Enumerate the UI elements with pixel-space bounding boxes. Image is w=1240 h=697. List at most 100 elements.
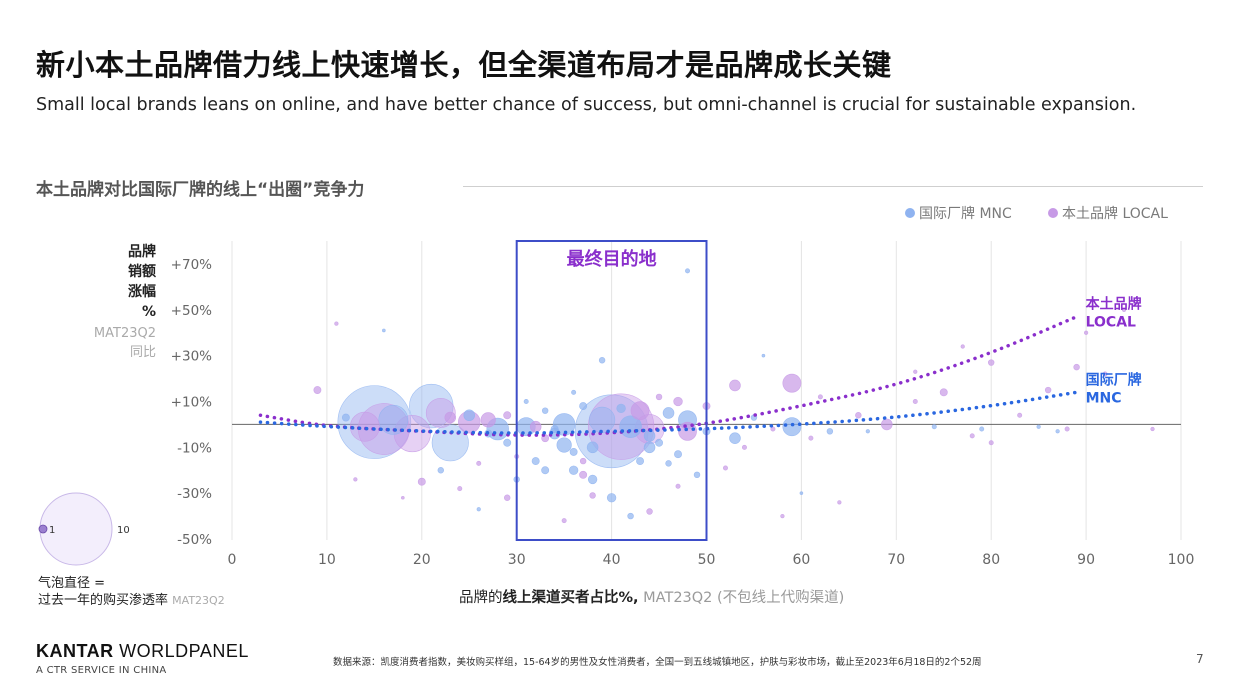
bubble-mnc	[761, 353, 766, 358]
x-tick-label: 40	[603, 552, 621, 568]
bubble-local	[444, 411, 457, 424]
bubble-local	[678, 421, 697, 441]
bubble-mnc	[693, 471, 701, 479]
x-tick-label: 20	[413, 552, 431, 568]
bubble-local	[988, 440, 994, 446]
bubble-size-caption: 气泡直径 = 过去一年的购买渗透率 MAT23Q2	[38, 575, 225, 609]
bubble-local	[349, 411, 380, 442]
bubble-local	[817, 394, 823, 400]
x-axis-label-prefix: 品牌的	[459, 590, 503, 606]
bubble-local	[630, 401, 650, 421]
bubble-local	[529, 420, 542, 433]
bubble-local	[646, 508, 653, 515]
bubble-local	[673, 396, 683, 407]
legend-dot-local	[1048, 208, 1058, 218]
trendline-mnc	[258, 390, 1079, 435]
bubble-local	[912, 399, 918, 404]
x-tick-label: 100	[1168, 552, 1195, 568]
bubble-caption-period: MAT23Q2	[172, 594, 225, 607]
bubble-local	[1121, 307, 1127, 312]
y-axis-label-line: 销额	[128, 264, 156, 280]
x-tick-label: 0	[228, 552, 237, 568]
bubble-local	[837, 500, 842, 505]
bubble-mnc	[799, 491, 804, 495]
bubble-local	[417, 477, 426, 486]
bubble-local	[722, 465, 728, 471]
bubble-local	[1017, 412, 1023, 418]
bubble-mnc	[826, 428, 834, 435]
bubble-local	[808, 435, 814, 441]
bubble-local	[782, 373, 802, 393]
bubble-local	[675, 483, 681, 489]
bubble-local	[589, 492, 596, 499]
bubble-mnc	[782, 417, 802, 437]
bubble-mnc	[587, 474, 598, 485]
bubble-caption-line1: 气泡直径 =	[38, 576, 106, 591]
y-tick-label: +30%	[171, 349, 212, 365]
x-tick-label: 70	[887, 552, 905, 568]
bubble-mnc	[1036, 424, 1041, 429]
y-tick-label: -50%	[177, 532, 212, 548]
legend-label-mnc: 国际厂牌 MNC	[919, 206, 1012, 222]
y-tick-label: -10%	[177, 440, 212, 456]
bubble-mnc	[643, 430, 656, 442]
bubble-local	[1150, 426, 1155, 432]
trendline-label-local: LOCAL	[1086, 315, 1136, 331]
highlight-box	[515, 240, 708, 541]
x-tick-label: 50	[698, 552, 716, 568]
bubble-local	[729, 379, 741, 392]
bubble-local	[457, 486, 463, 492]
bubble-mnc	[541, 407, 549, 414]
bubble-local	[770, 426, 776, 432]
bubble-local	[780, 513, 785, 519]
y-axis-sublabel: MAT23Q2 同比	[70, 324, 156, 362]
bubble-mnc	[1055, 429, 1060, 434]
bubble-mnc	[503, 438, 512, 447]
bubble-mnc	[531, 457, 540, 466]
bubble-mnc	[865, 429, 870, 434]
bubble-local	[334, 321, 339, 326]
trendline-label-local: 本土品牌	[1086, 296, 1142, 313]
bubble-local	[960, 344, 965, 349]
bubble-local	[503, 411, 512, 420]
legend-item-local: 本土品牌 LOCAL	[1048, 203, 1168, 223]
bubble-mnc	[665, 460, 672, 467]
section-divider	[463, 186, 1203, 187]
bubble-mnc	[598, 357, 606, 364]
bubble-local	[401, 495, 405, 500]
bubble-size-legend: 1 10	[38, 492, 130, 566]
chart-section-title: 本土品牌对比国际厂牌的线上“出圈”竞争力	[36, 180, 365, 200]
bubble-local	[1073, 363, 1080, 371]
bubble-mnc	[655, 438, 663, 447]
x-tick-label: 30	[508, 552, 526, 568]
brand-tagline: A CTR SERVICE IN CHINA	[36, 665, 167, 676]
bubble-local	[913, 369, 918, 374]
x-axis-label: 品牌的线上渠道买者占比%, MAT23Q2 (不包线上代购渠道)	[459, 586, 844, 607]
data-source-note: 数据来源：凯度消费者指数，美妆购买样组，15-64岁的男性及女性消费者，全国一到…	[333, 657, 982, 668]
y-tick-label: -30%	[177, 486, 212, 502]
bubble-local	[393, 415, 431, 453]
x-tick-label: 60	[792, 552, 810, 568]
x-tick-label: 90	[1077, 552, 1095, 568]
bubble-legend-small-label: 1	[49, 525, 55, 536]
bubble-mnc	[931, 424, 937, 430]
y-axis-sublabel-line: 同比	[129, 345, 156, 360]
bubble-mnc	[556, 437, 572, 453]
y-axis-sublabel-line: MAT23Q2	[93, 326, 156, 341]
bubble-mnc	[627, 512, 634, 520]
bubble-mnc	[729, 432, 741, 444]
bubble-local	[969, 433, 975, 439]
bubble-local	[741, 444, 747, 450]
bubble-mnc	[541, 466, 550, 475]
bubble-mnc	[685, 268, 691, 274]
bubble-mnc	[571, 389, 577, 395]
bubble-mnc	[378, 404, 409, 435]
bubble-legend-large-label: 10	[117, 525, 130, 536]
bubble-mnc	[674, 450, 682, 459]
brand-logo-bold: KANTAR	[36, 641, 114, 661]
x-axis-label-comma: ,	[633, 590, 639, 606]
bubble-mnc	[589, 406, 616, 433]
bubble-mnc	[579, 402, 588, 411]
bubble-mnc	[523, 399, 529, 404]
